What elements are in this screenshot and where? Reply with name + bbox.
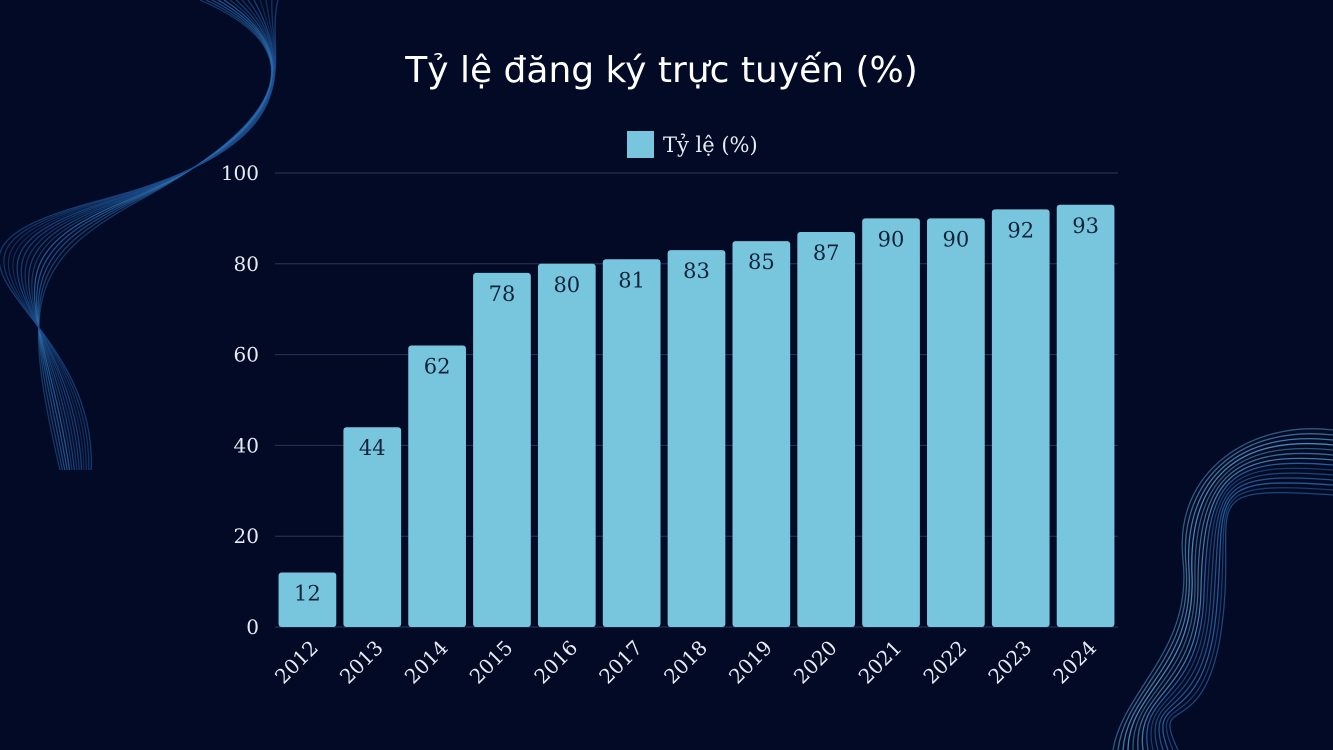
x-tick-label: 2015	[465, 636, 518, 689]
y-tick-label: 100	[221, 161, 259, 185]
x-tick-label: 2012	[270, 636, 323, 689]
data-label: 81	[618, 268, 645, 292]
bar	[343, 427, 402, 627]
bar	[602, 259, 661, 627]
x-tick-label: 2019	[724, 636, 777, 689]
chart-title: Tỷ lệ đăng ký trực tuyến (%)	[405, 50, 918, 91]
y-tick-label: 0	[246, 615, 259, 639]
bar	[991, 209, 1050, 627]
data-label: 85	[748, 250, 775, 274]
bar	[927, 218, 985, 627]
bar	[473, 272, 531, 627]
bar	[667, 250, 726, 627]
x-tick-label: 2020	[789, 636, 842, 689]
legend-label: Tỷ lệ (%)	[663, 133, 758, 157]
data-label: 90	[878, 227, 905, 251]
bar	[408, 345, 466, 627]
x-tick-label: 2024	[1048, 636, 1101, 689]
data-label: 90	[943, 227, 970, 251]
legend-swatch	[627, 131, 654, 158]
y-axis: 0 20 40 60 80 100	[221, 161, 259, 639]
bar	[278, 572, 337, 627]
data-label: 92	[1007, 218, 1034, 242]
bar	[732, 241, 791, 627]
data-label: 12	[294, 582, 321, 606]
x-axis: 2012 2013 2014 2015 2016 2017 2018 2019 2020 2021…	[270, 636, 1101, 689]
data-label: 80	[553, 273, 580, 297]
data-label: 87	[813, 241, 840, 265]
data-label: 44	[359, 436, 386, 460]
y-tick-label: 80	[234, 252, 259, 276]
data-label: 93	[1072, 214, 1099, 238]
x-tick-label: 2021	[854, 636, 907, 689]
y-tick-label: 40	[234, 433, 259, 457]
bar	[862, 218, 920, 627]
bar	[797, 232, 856, 627]
bar	[1056, 204, 1115, 627]
x-tick-label: 2023	[983, 636, 1036, 689]
y-tick-label: 20	[234, 524, 259, 548]
y-tick-label: 60	[234, 343, 259, 367]
data-labels: 12 44 62 78 80 81 83 85 87 90 90 92 93	[294, 214, 1099, 606]
data-label: 83	[683, 259, 710, 283]
data-label: 62	[424, 355, 451, 379]
data-label: 78	[489, 282, 516, 306]
x-tick-label: 2014	[400, 636, 453, 689]
x-tick-label: 2017	[594, 636, 647, 689]
x-tick-label: 2013	[335, 636, 388, 689]
bars	[278, 204, 1115, 627]
x-tick-label: 2022	[918, 636, 971, 689]
bar	[537, 263, 596, 627]
x-tick-label: 2018	[659, 636, 712, 689]
x-tick-label: 2016	[529, 636, 582, 689]
legend: Tỷ lệ (%)	[627, 131, 758, 158]
